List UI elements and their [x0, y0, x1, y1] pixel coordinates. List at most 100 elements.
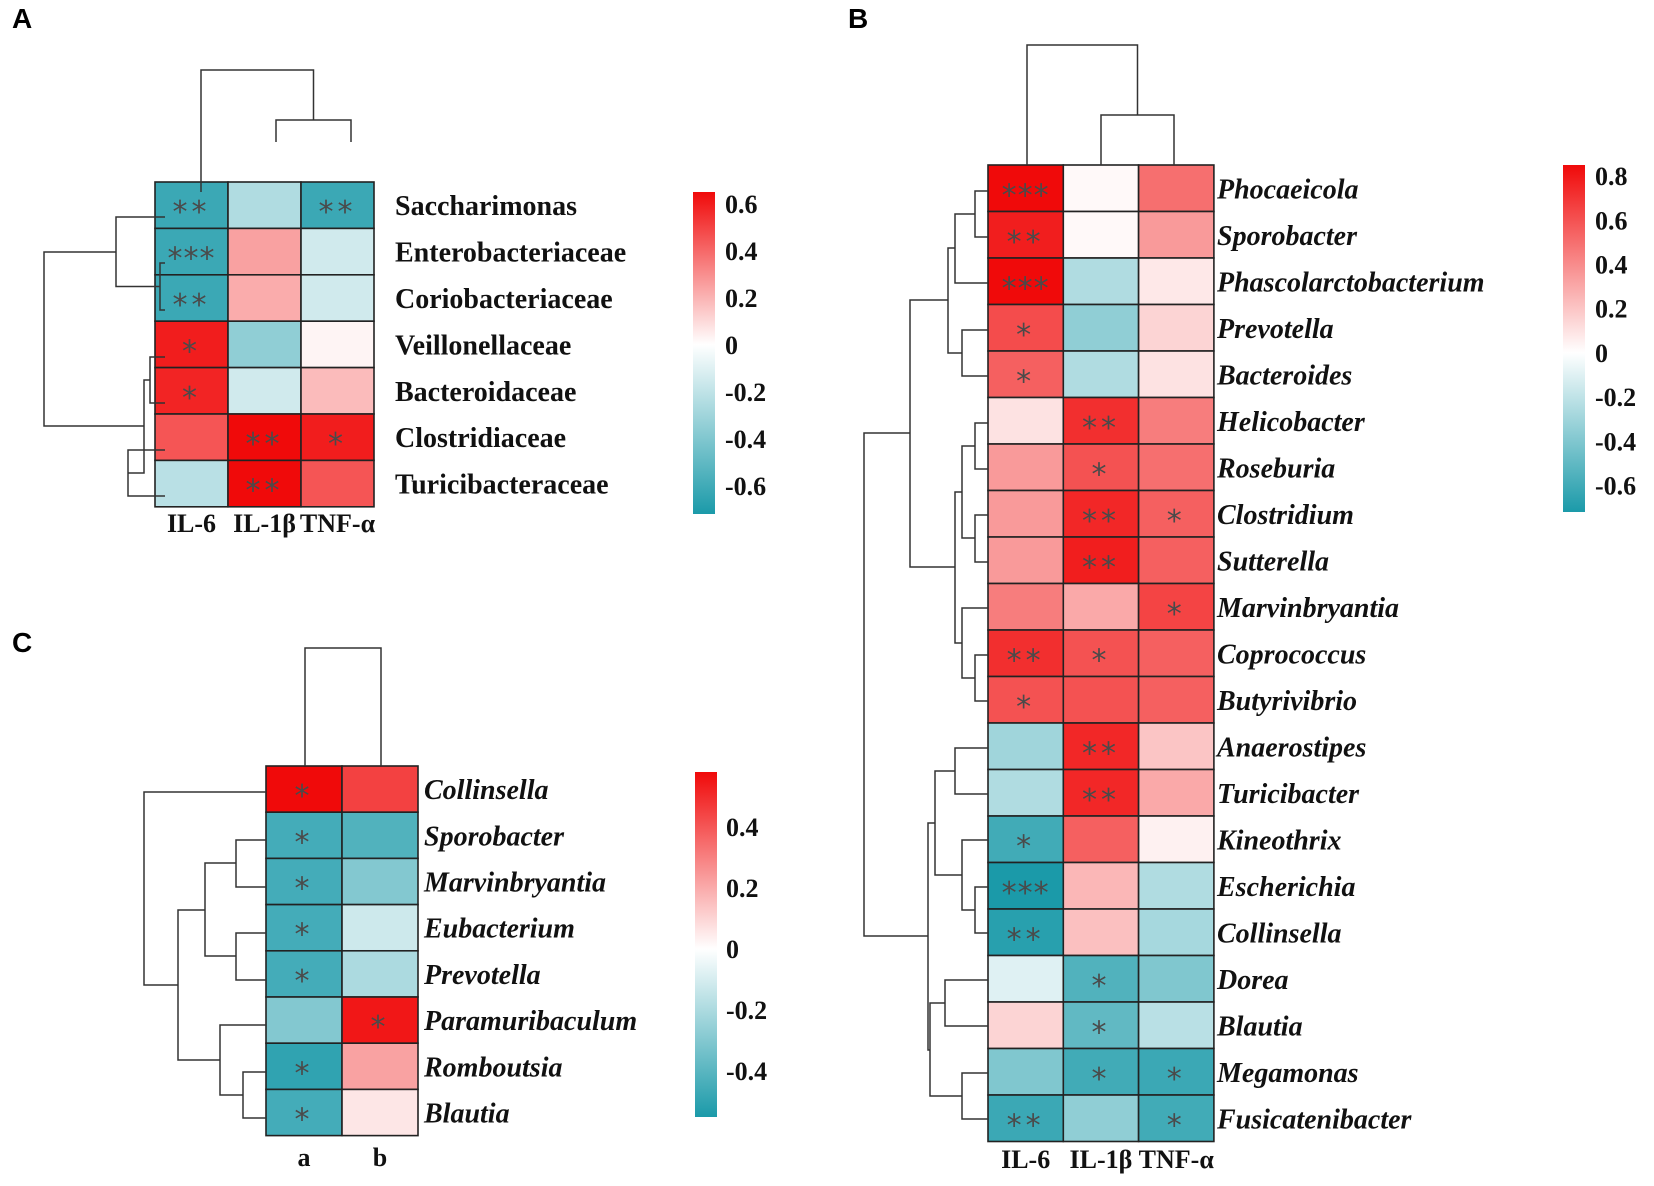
- row-label: Escherichia: [1216, 872, 1355, 903]
- significance-stars: *: [1167, 504, 1186, 539]
- heatmap-cell: [1062, 210, 1140, 259]
- heatmap-cell: [341, 765, 419, 814]
- row-label: Kineothrix: [1216, 825, 1341, 856]
- heatmap-cell: [1137, 675, 1215, 724]
- heatmap-cell: [1062, 489, 1140, 538]
- heatmap-cell: [341, 1042, 419, 1091]
- row-label: Megamonas: [1216, 1058, 1359, 1089]
- heatmap-cell: [1062, 303, 1140, 352]
- heatmap-cell: [987, 908, 1065, 957]
- color-legend-bar: [693, 192, 715, 514]
- row-label: Clostridiaceae: [395, 423, 566, 454]
- heatmap-cell: [227, 227, 302, 276]
- legend-tick-label: -0.4: [1595, 427, 1636, 456]
- heatmap-cell: [300, 459, 375, 508]
- column-label: IL-6: [167, 509, 216, 538]
- row-label: Paramuribaculum: [423, 1006, 637, 1037]
- heatmap-cell: [154, 181, 229, 230]
- heatmap-cell: [1062, 582, 1140, 631]
- row-label: Marvinbryantia: [423, 868, 606, 899]
- row-label: Collinsella: [1217, 918, 1341, 949]
- significance-stars: *: [295, 1056, 314, 1091]
- significance-stars: **: [1007, 643, 1045, 678]
- heatmap-cell: [265, 996, 343, 1045]
- row-label: Prevotella: [1216, 314, 1334, 345]
- legend-tick-label: 0.2: [725, 284, 758, 313]
- heatmap-cell: [1062, 861, 1140, 910]
- significance-stars: *: [295, 872, 314, 907]
- heatmap-cell: [1137, 815, 1215, 864]
- dendrogram-c-left: [143, 791, 266, 1119]
- heatmap-panel-a: ** *********** ***SaccharimonasEnterobacte…: [154, 181, 766, 538]
- significance-stars: **: [173, 288, 211, 323]
- heatmap-cell: [227, 366, 302, 415]
- heatmap-cell: [987, 350, 1065, 399]
- row-label: Bacteroides: [1216, 360, 1352, 391]
- significance-stars: **: [173, 195, 211, 230]
- heatmap-cell: [1137, 629, 1215, 678]
- heatmap-cell: [227, 181, 302, 230]
- legend-tick-label: 0.4: [1595, 250, 1628, 279]
- column-label: IL-1β: [233, 509, 296, 538]
- significance-stars: *: [1167, 1108, 1186, 1143]
- significance-stars: *: [182, 334, 201, 369]
- legend-tick-label: -0.2: [725, 378, 766, 407]
- heatmap-cell: [300, 366, 375, 415]
- dendrogram-b-top: [1026, 44, 1175, 165]
- column-label: TNF-α: [1139, 1145, 1215, 1174]
- significance-stars: **: [1082, 504, 1120, 539]
- heatmap-cell: [154, 413, 229, 462]
- row-label: Coriobacteriaceae: [395, 284, 613, 315]
- heatmap-panel-c: * * * * * * * * Collinsella Sporobacter Marvinbrya…: [265, 765, 767, 1172]
- significance-stars: *: [295, 779, 314, 814]
- legend-tick-label: -0.2: [1595, 383, 1636, 412]
- heatmap-cell: [1062, 629, 1140, 678]
- significance-stars: *: [1016, 318, 1035, 353]
- significance-stars: **: [246, 474, 284, 509]
- heatmap-cell: [341, 857, 419, 906]
- heatmap-cell: [341, 1088, 419, 1137]
- heatmap-cell: [1062, 257, 1140, 306]
- significance-stars: **: [1007, 225, 1045, 260]
- heatmap-cell: [987, 489, 1065, 538]
- row-label: Roseburia: [1216, 453, 1335, 484]
- heatmap-cell: [300, 413, 375, 462]
- heatmap-cell: [1137, 396, 1215, 445]
- heatmap-cell: [300, 181, 375, 230]
- heatmap-cell: [1062, 1047, 1140, 1096]
- dendrogram-a-top: [200, 69, 352, 192]
- significance-stars: **: [1007, 1108, 1045, 1143]
- legend-tick-label: 0.4: [725, 237, 758, 266]
- row-label: Dorea: [1216, 965, 1289, 996]
- row-label: Sporobacter: [1217, 221, 1358, 252]
- heatmap-cell: [987, 536, 1065, 585]
- heatmap-cell: [987, 582, 1065, 631]
- row-label: Fusicatenibacter: [1216, 1104, 1413, 1135]
- heatmap-cell: [227, 459, 302, 508]
- legend-tick-label: -0.4: [725, 425, 766, 454]
- heatmap-cell: [341, 949, 419, 998]
- heatmap-cell: [1137, 489, 1215, 538]
- heatmap-cell: [987, 768, 1065, 817]
- panel-a-letter: A: [12, 3, 32, 34]
- legend-tick-label: 0.6: [725, 190, 758, 219]
- significance-stars: *: [295, 964, 314, 999]
- row-label: Blautia: [1216, 1011, 1303, 1042]
- row-label: Phocaeicola: [1216, 174, 1359, 205]
- legend-tick-label: -0.2: [726, 996, 767, 1025]
- significance-stars: *: [328, 427, 347, 462]
- row-label: Phascolarctobacterium: [1216, 267, 1485, 298]
- significance-stars: ***: [1002, 178, 1050, 213]
- dendrogram-b-left: [863, 190, 988, 1120]
- heatmap-cell: [1137, 164, 1215, 213]
- significance-stars: **: [1082, 736, 1120, 771]
- heatmap-cell: [265, 811, 343, 860]
- significance-stars: *: [1091, 1015, 1110, 1050]
- significance-stars: **: [1082, 550, 1120, 585]
- heatmap-cell: [1137, 210, 1215, 259]
- row-label: Blautia: [423, 1099, 510, 1130]
- row-label: Enterobacteriaceae: [395, 238, 626, 269]
- color-legend-bar: [695, 772, 717, 1117]
- heatmap-cell: [1137, 861, 1215, 910]
